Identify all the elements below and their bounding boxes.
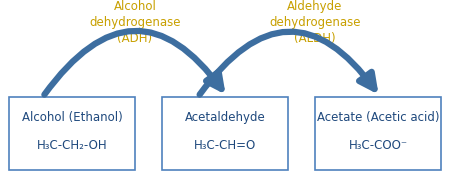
Text: Acetate (Acetic acid): Acetate (Acetic acid) (317, 111, 439, 124)
FancyBboxPatch shape (9, 97, 135, 170)
Text: Alcohol
dehydrogenase
(ADH): Alcohol dehydrogenase (ADH) (89, 0, 181, 45)
FancyBboxPatch shape (315, 97, 441, 170)
Text: H₃C-CH₂-OH: H₃C-CH₂-OH (37, 139, 107, 152)
Text: H₃C-COO⁻: H₃C-COO⁻ (348, 139, 408, 152)
Text: Acetaldehyde: Acetaldehyde (184, 111, 266, 124)
Text: Aldehyde
dehydrogenase
(ALDH): Aldehyde dehydrogenase (ALDH) (269, 0, 361, 45)
Text: Alcohol (Ethanol): Alcohol (Ethanol) (22, 111, 122, 124)
Text: H₃C-CH=O: H₃C-CH=O (194, 139, 256, 152)
FancyBboxPatch shape (162, 97, 288, 170)
